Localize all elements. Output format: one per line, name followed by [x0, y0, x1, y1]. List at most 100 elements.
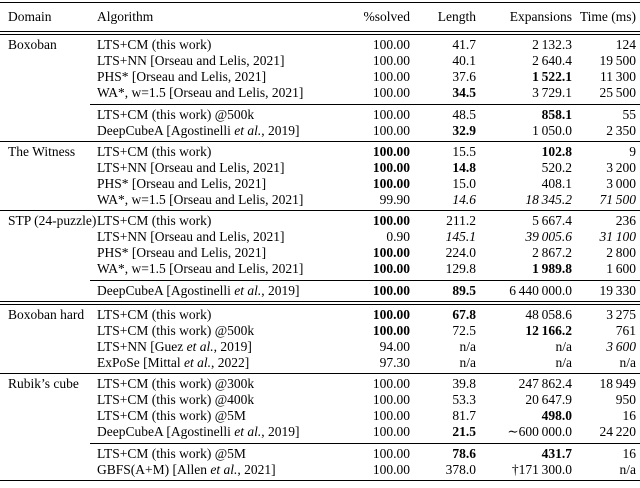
domain-cell: [0, 192, 97, 208]
table-row: WA*, w=1.5 [Orseau and Lelis, 2021] 99.9…: [0, 192, 640, 208]
domain-cell: [0, 85, 97, 101]
expansions-cell: 1 989.8: [532, 261, 572, 276]
length-cell: 129.8: [445, 261, 476, 276]
table-row: Boxoban LTS+CM (this work) 100.00 41.7 2…: [0, 37, 640, 53]
domain-cell: [0, 408, 97, 424]
algorithm-cell: DeepCubeA [Agostinelli et al., 2019]: [97, 283, 300, 298]
domain-cell: [0, 69, 97, 85]
table-row: WA*, w=1.5 [Orseau and Lelis, 2021] 100.…: [0, 261, 640, 277]
solved-cell: 100.00: [372, 376, 410, 391]
length-cell: 41.7: [452, 37, 476, 52]
length-cell: 48.5: [452, 107, 476, 122]
domain-cell: [0, 323, 97, 339]
time-cell: 3 000: [606, 176, 636, 191]
algorithm-cell: LTS+CM (this work) @500k: [97, 107, 255, 122]
table-header: Domain Algorithm %solved Length Expansio…: [0, 3, 640, 31]
algorithm-cell: WA*, w=1.5 [Orseau and Lelis, 2021]: [97, 85, 304, 100]
domain-cell: [0, 392, 97, 408]
algorithm-cell: LTS+CM (this work) @400k: [97, 392, 255, 407]
length-cell: 378.0: [445, 462, 476, 477]
algorithm-cell: GBFS(A+M) [Allen et al., 2021]: [97, 462, 276, 477]
table-row: DeepCubeA [Agostinelli et al., 2019] 100…: [0, 424, 640, 440]
table-row: LTS+CM (this work) @500k 100.00 72.5 12 …: [0, 323, 640, 339]
solved-cell: 100.00: [372, 462, 410, 477]
algorithm-cell: PHS* [Orseau and Lelis, 2021]: [97, 69, 267, 84]
domain-cell: Boxoban: [8, 37, 57, 52]
expansions-cell: 2 640.4: [532, 53, 572, 68]
col-header-solved: %solved: [363, 9, 411, 24]
section-rule: [0, 141, 640, 142]
col-header-expansions: Expansions: [509, 9, 572, 24]
time-cell: 3 600: [606, 339, 636, 354]
time-cell: 19 500: [599, 53, 636, 68]
table-row: PHS* [Orseau and Lelis, 2021] 100.00 224…: [0, 245, 640, 261]
solved-cell: 100.00: [372, 37, 410, 52]
length-cell: 14.6: [452, 192, 476, 207]
table-row: DeepCubeA [Agostinelli et al., 2019] 100…: [0, 123, 640, 139]
solved-cell: 0.90: [386, 229, 410, 244]
solved-cell: 100.00: [372, 408, 410, 423]
expansions-cell: n/a: [555, 355, 573, 370]
solved-cell: 99.90: [379, 192, 410, 207]
algorithm-cell: ExPoSe [Mittal et al., 2022]: [97, 355, 250, 370]
domain-cell: [0, 462, 97, 478]
algorithm-cell: WA*, w=1.5 [Orseau and Lelis, 2021]: [97, 261, 304, 276]
table-row: LTS+CM (this work) @400k 100.00 53.3 20 …: [0, 392, 640, 408]
table-section: STP (24-puzzle) LTS+CM (this work) 100.0…: [0, 211, 640, 301]
domain-cell: [0, 446, 97, 462]
expansions-cell: 247 862.4: [518, 376, 572, 391]
table-row: LTS+CM (this work) @500k 100.00 48.5 858…: [0, 107, 640, 123]
col-header-length: Length: [437, 9, 476, 24]
time-cell: 31 100: [599, 229, 636, 244]
domain-cell: [0, 245, 97, 261]
expansions-cell: n/a: [555, 339, 573, 354]
solved-cell: 100.00: [372, 283, 410, 298]
col-header-domain: Domain: [8, 9, 52, 24]
length-cell: 145.1: [445, 229, 476, 244]
expansions-cell: 12 166.2: [525, 323, 572, 338]
bottom-rule: [0, 480, 640, 481]
time-cell: 16: [622, 408, 637, 423]
col-header-time: Time (ms): [579, 9, 636, 24]
length-cell: 72.5: [452, 323, 476, 338]
time-cell: 9: [629, 144, 636, 159]
time-cell: 24 220: [599, 424, 636, 439]
table-row: The Witness LTS+CM (this work) 100.00 15…: [0, 144, 640, 160]
length-cell: 15.0: [452, 176, 476, 191]
time-cell: 71 500: [599, 192, 636, 207]
table-row: LTS+NN [Orseau and Lelis, 2021] 100.00 4…: [0, 53, 640, 69]
table-row: Boxoban hard LTS+CM (this work) 100.00 6…: [0, 307, 640, 323]
solved-cell: 100.00: [372, 53, 410, 68]
header-rule: [0, 31, 640, 35]
table-row: DeepCubeA [Agostinelli et al., 2019] 100…: [0, 283, 640, 299]
solved-cell: 100.00: [372, 176, 410, 191]
domain-cell: [0, 283, 97, 299]
solved-cell: 97.30: [379, 355, 410, 370]
solved-cell: 100.00: [372, 123, 410, 138]
length-cell: 21.5: [452, 424, 476, 439]
algorithm-cell: LTS+NN [Orseau and Lelis, 2021]: [97, 160, 285, 175]
table-row: LTS+NN [Guez et al., 2019] 94.00 n/a n/a…: [0, 339, 640, 355]
table-row: Rubik’s cube LTS+CM (this work) @300k 10…: [0, 376, 640, 392]
domain-cell: [0, 53, 97, 69]
domain-cell: Rubik’s cube: [8, 376, 79, 391]
solved-cell: 100.00: [372, 446, 410, 461]
table-row: PHS* [Orseau and Lelis, 2021] 100.00 37.…: [0, 69, 640, 85]
algorithm-cell: PHS* [Orseau and Lelis, 2021]: [97, 176, 267, 191]
table-row: WA*, w=1.5 [Orseau and Lelis, 2021] 100.…: [0, 85, 640, 101]
table-row: ExPoSe [Mittal et al., 2022] 97.30 n/a n…: [0, 355, 640, 371]
time-cell: 11 300: [600, 69, 636, 84]
algorithm-cell: PHS* [Orseau and Lelis, 2021]: [97, 245, 267, 260]
expansions-cell: 1 050.0: [532, 123, 572, 138]
solved-cell: 100.00: [372, 424, 410, 439]
solved-cell: 100.00: [372, 392, 410, 407]
length-cell: 81.7: [452, 408, 476, 423]
expansions-cell: 48 058.6: [525, 307, 572, 322]
algorithm-cell: LTS+NN [Guez et al., 2019]: [97, 339, 252, 354]
domain-cell: [0, 261, 97, 277]
expansions-cell: 20 647.9: [525, 392, 572, 407]
length-cell: 78.6: [452, 446, 476, 461]
length-cell: 67.8: [452, 307, 476, 322]
table-section: Rubik’s cube LTS+CM (this work) @300k 10…: [0, 374, 640, 480]
top-rule: [0, 2, 640, 3]
